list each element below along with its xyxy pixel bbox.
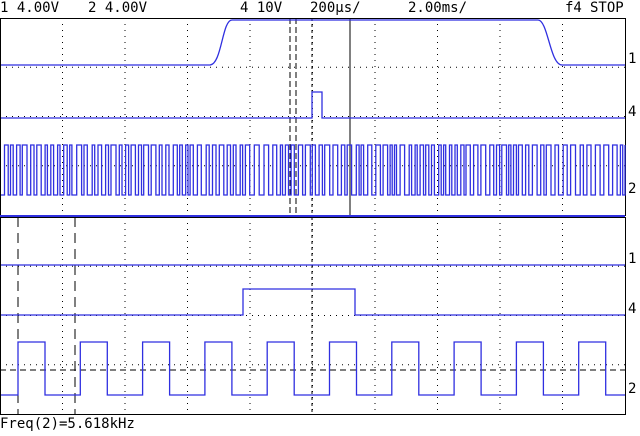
- channel2-trace: [1, 341, 625, 396]
- channel2-scale: 2 4.00V: [88, 0, 148, 16]
- channel4-trace: [1, 288, 625, 316]
- trigger-source: f4: [565, 0, 582, 16]
- channel-marker: 2: [628, 381, 636, 397]
- zoom-timebase: 200µs/: [310, 0, 361, 16]
- channel1-trace: [1, 19, 625, 66]
- channel1-scale: 1 4.00V: [0, 0, 60, 16]
- run-status: STOP: [590, 0, 624, 16]
- channel2-trace: [1, 144, 626, 196]
- channel-marker: 4: [628, 104, 636, 120]
- main-timebase: 2.00ms/: [408, 0, 467, 16]
- channel-marker: 1: [628, 51, 636, 67]
- channel-marker: 4: [628, 301, 636, 317]
- frequency-readout: Freq(2)=5.618kHz: [0, 416, 135, 432]
- channel4-trace: [1, 91, 625, 119]
- channel-marker: 2: [628, 181, 636, 197]
- channel-marker: 1: [628, 251, 636, 267]
- channel4-scale: 4 10V: [240, 0, 283, 16]
